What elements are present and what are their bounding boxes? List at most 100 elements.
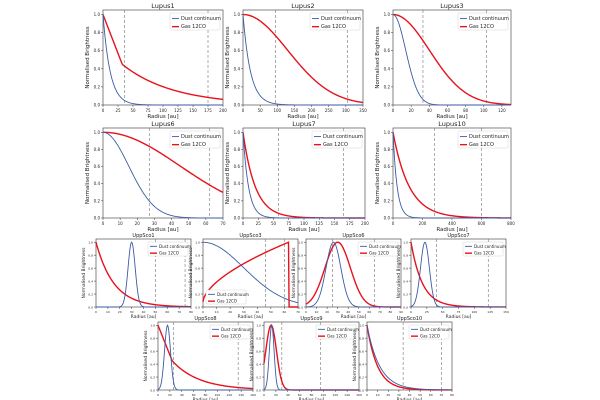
x-tick-label: 0 xyxy=(95,310,97,314)
panel-title: Lupus10 xyxy=(438,120,466,128)
x-tick-label: 0 xyxy=(366,393,368,397)
panel-title: Lupus1 xyxy=(151,2,174,10)
y-tick-label: 0.2 xyxy=(384,84,391,89)
legend-label: Gas 12CO xyxy=(474,251,494,256)
panel-title: UppSco7 xyxy=(447,233,469,239)
y-tick-label: 1.0 xyxy=(94,12,101,17)
y-tick-label: 0.0 xyxy=(94,103,101,108)
x-tick-label: 25 xyxy=(256,221,262,226)
dust-continuum-line xyxy=(102,14,223,106)
legend-box xyxy=(315,324,357,340)
x-tick-label: 70 xyxy=(177,310,181,314)
legend-label: Dust continuum xyxy=(217,292,249,297)
y-axis-label: Normalised Brightness xyxy=(188,247,194,299)
x-tick-label: 100 xyxy=(159,108,167,113)
y-tick-label: 1.0 xyxy=(298,241,303,245)
x-tick-label: 50 xyxy=(186,221,192,226)
legend-box xyxy=(169,12,221,31)
panel-uppsco10: UppSco10 0 10 20 30 40 50 60 70 80 0.0 0.2 0.4 0.6 0.8… xyxy=(352,316,454,400)
x-tick-label: 30 xyxy=(397,393,401,397)
legend-label: Dust continuum xyxy=(221,327,253,332)
legend-label: Dust continuum xyxy=(469,16,509,22)
y-tick-label: 0.8 xyxy=(256,337,261,341)
x-tick-label: 800 xyxy=(507,221,515,226)
x-tick-label: 40 xyxy=(180,393,184,397)
x-tick-label: 80 xyxy=(204,393,208,397)
x-tick-label: 250 xyxy=(325,108,333,113)
x-tick-label: 60 xyxy=(445,108,451,113)
x-tick-label: 400 xyxy=(448,221,456,226)
y-tick-label: 1.0 xyxy=(234,130,241,135)
y-tick-label: 0.8 xyxy=(195,254,200,258)
x-tick-label: 60 xyxy=(429,393,433,397)
y-axis-label: Normalised Brightness xyxy=(81,247,87,299)
x-tick-label: 125 xyxy=(315,221,323,226)
x-tick-label: 100 xyxy=(480,108,488,113)
x-tick-label: 200 xyxy=(308,108,316,113)
y-tick-label: 1.0 xyxy=(195,241,200,245)
x-axis-label: Radius [au] xyxy=(147,114,178,120)
x-tick-label: 40 xyxy=(408,393,412,397)
y-axis-label: Normalised Brightness xyxy=(85,26,91,88)
x-tick-label: 0 xyxy=(410,310,412,314)
panel-lupus3: Lupus3 0 20 40 60 80 100 120 0.0 0.2 0.4 0.6 0.8 1.0 R… xyxy=(375,2,512,120)
legend-label: Dust continuum xyxy=(474,244,506,249)
x-tick-label: 60 xyxy=(203,221,209,226)
x-axis-label: Radius [au] xyxy=(131,314,157,320)
x-tick-label: 20 xyxy=(118,310,122,314)
y-tick-label: 0.4 xyxy=(256,363,261,367)
x-tick-label: 10 xyxy=(118,221,124,226)
panel-title: UppSco1 xyxy=(132,233,154,239)
gas-12co-line xyxy=(202,241,298,308)
y-tick-label: 1.0 xyxy=(384,130,391,135)
x-tick-label: 120 xyxy=(226,393,232,397)
legend-label: Dust continuum xyxy=(420,327,452,332)
axes-frame xyxy=(202,238,299,308)
x-tick-label: 40 xyxy=(169,221,175,226)
y-tick-label: 0.6 xyxy=(384,48,391,53)
y-tick-label: 0.0 xyxy=(384,216,391,221)
x-tick-label: 0 xyxy=(392,108,395,113)
y-tick-label: 0.8 xyxy=(234,147,241,152)
x-tick-label: 70 xyxy=(439,393,443,397)
x-tick-label: 20 xyxy=(274,393,278,397)
x-tick-label: 70 xyxy=(220,221,226,226)
x-tick-label: 75 xyxy=(457,310,461,314)
x-axis-label: Radius [au] xyxy=(436,114,467,120)
x-tick-label: 0 xyxy=(263,393,265,397)
x-tick-label: 150 xyxy=(189,108,197,113)
x-tick-label: 70 xyxy=(378,310,382,314)
y-tick-label: 0.0 xyxy=(94,216,101,221)
y-tick-label: 0.6 xyxy=(94,164,101,169)
x-tick-label: 0 xyxy=(392,221,395,226)
x-tick-label: 25 xyxy=(425,310,429,314)
x-axis-label: Radius [au] xyxy=(397,397,423,400)
dust-continuum-line xyxy=(203,241,299,304)
x-tick-label: 150 xyxy=(291,108,299,113)
panel-title: UppSco9 xyxy=(300,316,322,322)
legend: Dust continuum Gas 12CO xyxy=(315,324,359,340)
x-tick-label: 70 xyxy=(296,310,300,314)
legend: Dust continuum Gas 12CO xyxy=(311,130,363,149)
x-tick-label: 10 xyxy=(315,310,319,314)
x-tick-label: 200 xyxy=(361,221,369,226)
legend-box xyxy=(309,12,361,31)
legend: Dust continuum Gas 12CO xyxy=(408,324,452,340)
x-tick-label: 80 xyxy=(463,108,469,113)
y-tick-label: 0.4 xyxy=(384,66,391,71)
legend-box xyxy=(457,12,509,31)
x-tick-label: 0 xyxy=(242,108,245,113)
axes-frame xyxy=(102,127,224,219)
x-tick-label: 40 xyxy=(255,310,259,314)
x-tick-label: 10 xyxy=(106,310,110,314)
x-tick-label: 0 xyxy=(305,310,307,314)
x-tick-label: 160 xyxy=(250,393,256,397)
y-tick-label: 0.4 xyxy=(94,66,101,71)
y-tick-label: 0.6 xyxy=(234,48,241,53)
y-axis-label: Normalised Brightness xyxy=(291,247,297,299)
legend-box xyxy=(462,241,504,257)
panel-lupus2: Lupus2 0 50 100 150 200 250 300 350 0.0 0.2 0.4 0.6 0… xyxy=(225,2,367,120)
x-tick-label: 80 xyxy=(389,310,393,314)
x-tick-label: 40 xyxy=(427,108,433,113)
